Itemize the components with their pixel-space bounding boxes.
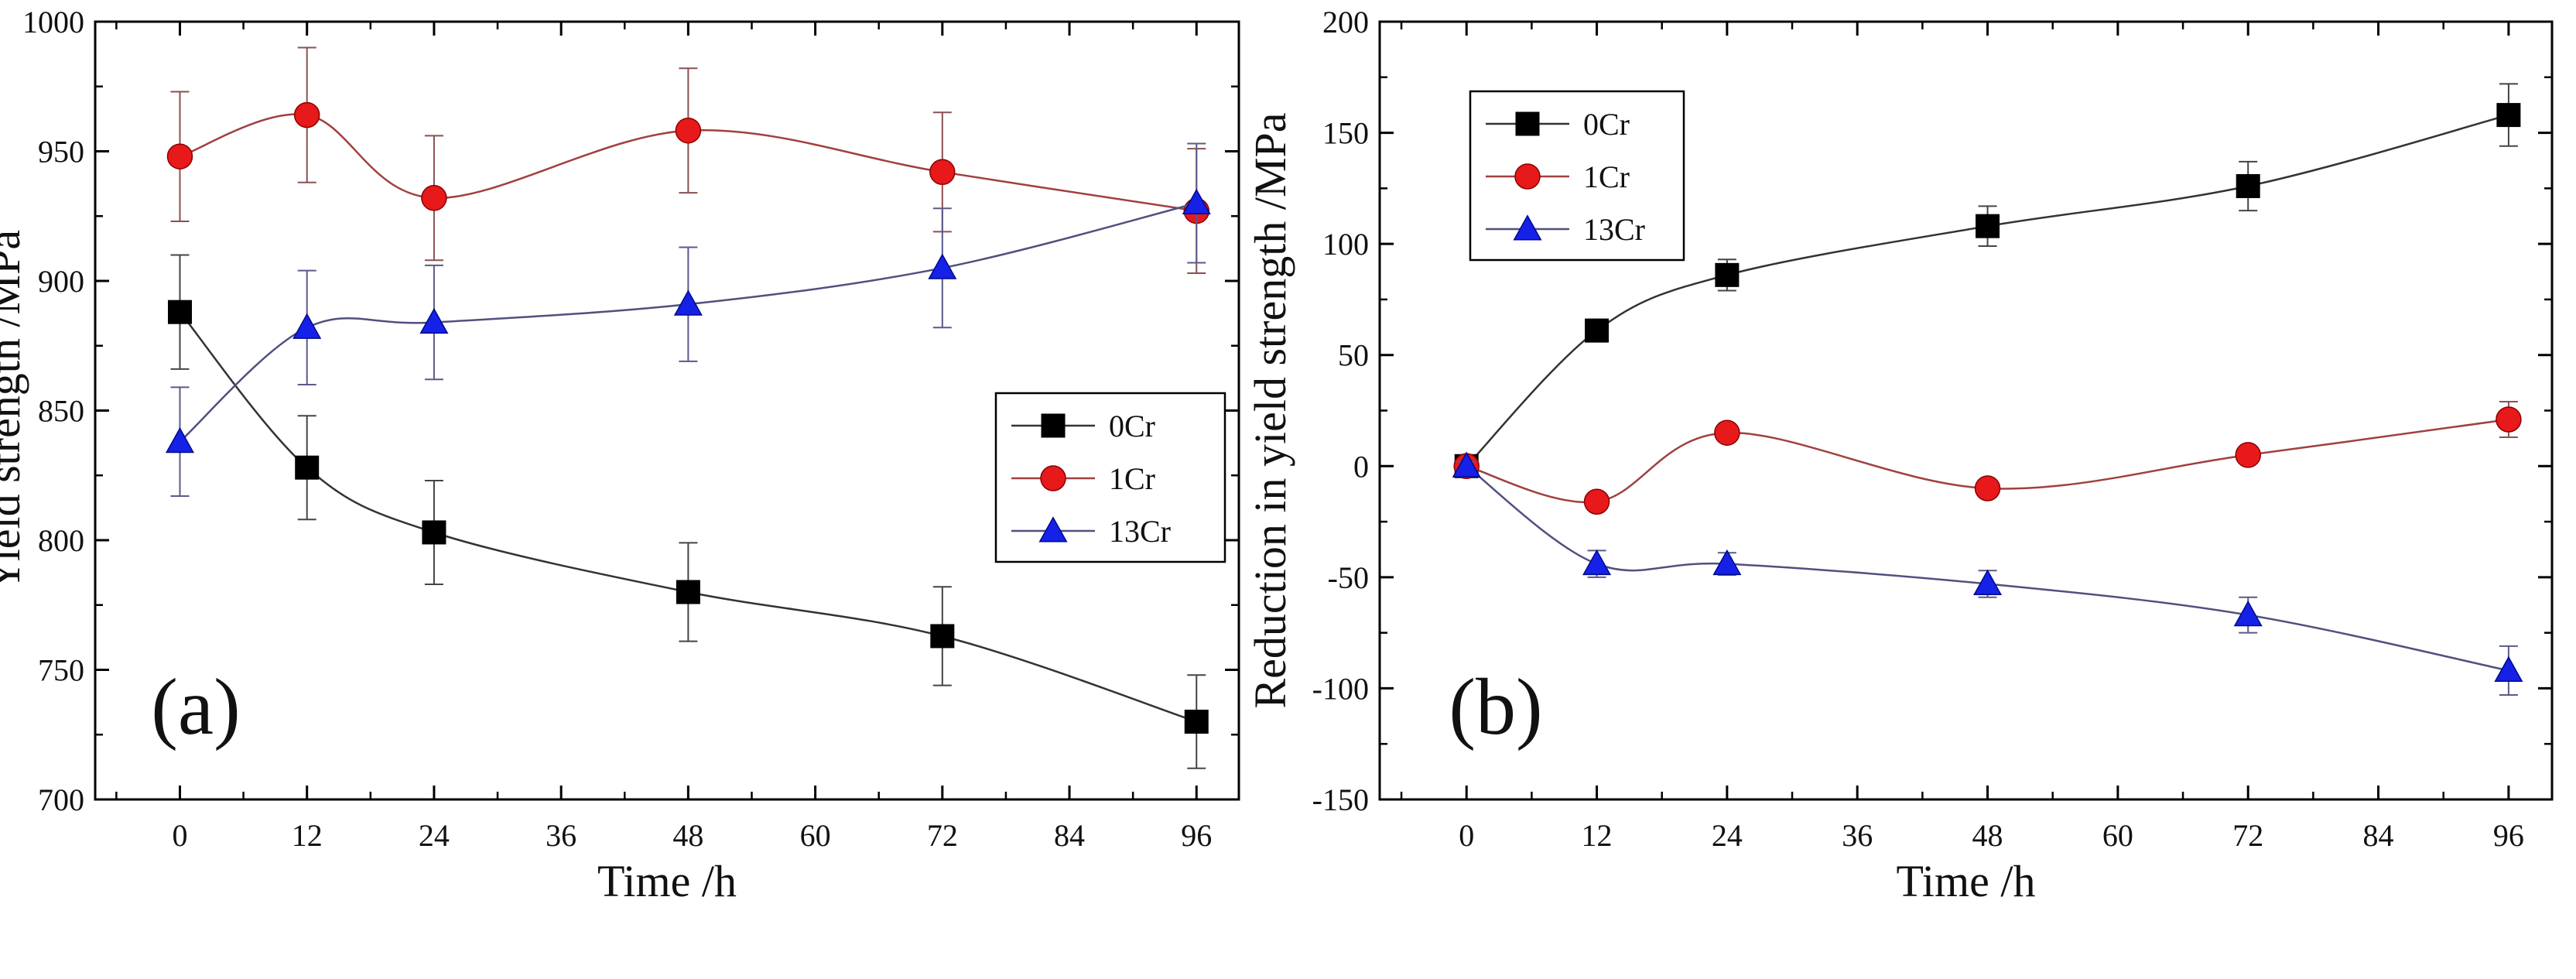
legend-label-1Cr: 1Cr: [1109, 461, 1155, 496]
x-tick-label: 48: [672, 818, 703, 853]
x-axis-label: Time /h: [597, 856, 737, 906]
data-point-1Cr: [675, 117, 702, 144]
data-point-1Cr: [1714, 419, 1740, 446]
data-point-13Cr: [165, 426, 195, 454]
y-tick-label: -150: [1312, 782, 1369, 817]
series-13Cr: [1452, 451, 2523, 697]
data-point-0Cr: [2496, 103, 2521, 128]
data-point-13Cr: [2494, 656, 2523, 683]
data-point-13Cr: [1452, 451, 1481, 478]
y-tick-label: 750: [38, 653, 84, 688]
legend-marker-13Cr: [1038, 516, 1068, 543]
x-tick-label: 96: [1181, 818, 1212, 853]
legend: 0Cr 1Cr 13Cr: [994, 392, 1226, 563]
data-point-13Cr: [1582, 549, 1612, 576]
x-tick-label: 84: [2363, 818, 2394, 853]
x-tick-label: 72: [927, 818, 958, 853]
y-tick-label: 700: [38, 782, 84, 817]
data-point-0Cr: [295, 455, 320, 480]
x-tick-label: 96: [2493, 818, 2524, 853]
legend-marker-0Cr: [1515, 111, 1540, 136]
legend-marker-13Cr: [1513, 214, 1542, 241]
y-tick-label: 150: [1322, 116, 1369, 151]
x-tick-label: 12: [1582, 818, 1613, 853]
series-0Cr: [167, 254, 1209, 769]
data-point-13Cr: [419, 307, 449, 334]
x-tick-label: 24: [1712, 818, 1743, 853]
legend: 0Cr 1Cr 13Cr: [1469, 90, 1685, 262]
x-tick-label: 12: [292, 818, 323, 853]
data-point-1Cr: [421, 185, 447, 211]
data-point-13Cr: [928, 253, 957, 279]
x-tick-label: 36: [1842, 818, 1873, 853]
legend-marker-1Cr: [1514, 163, 1541, 190]
data-point-1Cr: [293, 101, 320, 128]
y-tick-label: 200: [1322, 5, 1369, 39]
y-tick-label: 50: [1338, 338, 1369, 373]
legend-label-0Cr: 0Cr: [1109, 409, 1155, 443]
data-point-13Cr: [673, 289, 703, 316]
x-tick-label: 0: [172, 818, 187, 853]
y-axis-label: Reduction in yield strength /MPa: [1245, 112, 1295, 708]
data-point-1Cr: [2235, 442, 2261, 468]
data-point-13Cr: [1973, 569, 2003, 596]
y-tick-label: 0: [1353, 449, 1369, 484]
panel-label: (a): [151, 662, 240, 751]
legend-label-0Cr: 0Cr: [1583, 107, 1630, 142]
x-tick-label: 60: [800, 818, 831, 853]
data-point-13Cr: [2233, 600, 2263, 627]
data-point-0Cr: [1184, 710, 1209, 734]
y-axis-label: Yield strength /MPa: [0, 230, 29, 591]
series-13Cr: [165, 142, 1211, 498]
chart-panel-a: 0 12 24 36 48 60 72 84 96 700 750 800 850 900 950 1000 T…: [0, 5, 1240, 906]
data-point-0Cr: [422, 520, 446, 545]
data-point-13Cr: [1182, 188, 1211, 215]
y-tick-label: 1000: [22, 5, 84, 39]
x-tick-label: 48: [1972, 818, 2003, 853]
data-point-0Cr: [1585, 318, 1610, 343]
chart-panel-b: 0 12 24 36 48 60 72 84 96 -150 -100 -50 0 50 100 150 200…: [1245, 5, 2554, 906]
data-point-0Cr: [167, 300, 192, 324]
y-tick-label: 100: [1322, 227, 1369, 262]
data-point-1Cr: [1974, 475, 2001, 501]
x-axis-label: Time /h: [1897, 856, 2036, 906]
data-point-13Cr: [292, 313, 322, 339]
y-tick-label: -50: [1328, 560, 1369, 595]
series-1Cr: [166, 46, 1210, 274]
x-tick-label: 0: [1459, 818, 1474, 853]
data-point-13Cr: [1712, 549, 1742, 576]
legend-label-1Cr: 1Cr: [1583, 159, 1630, 194]
data-point-0Cr: [1976, 214, 2000, 238]
data-point-0Cr: [676, 580, 700, 604]
data-point-1Cr: [2496, 406, 2522, 433]
legend-label-13Cr: 13Cr: [1109, 514, 1171, 549]
data-point-0Cr: [1715, 262, 1740, 287]
y-tick-label: 950: [38, 135, 84, 169]
data-point-1Cr: [929, 159, 956, 186]
x-tick-label: 60: [2102, 818, 2133, 853]
x-tick-label: 24: [419, 818, 450, 853]
y-tick-label: 850: [38, 394, 84, 429]
panel-label: (b): [1449, 662, 1542, 751]
legend-label-13Cr: 13Cr: [1583, 212, 1645, 247]
x-tick-label: 72: [2232, 818, 2263, 853]
x-tick-label: 36: [546, 818, 576, 853]
y-tick-label: 800: [38, 523, 84, 558]
y-tick-label: 900: [38, 264, 84, 299]
legend-marker-0Cr: [1041, 413, 1066, 438]
data-point-0Cr: [2236, 173, 2260, 198]
series-line-0Cr: [179, 311, 1197, 723]
data-point-1Cr: [1583, 488, 1610, 515]
series-1Cr: [1453, 401, 2522, 515]
legend-marker-1Cr: [1040, 465, 1066, 491]
x-tick-label: 84: [1054, 818, 1085, 853]
data-point-0Cr: [930, 624, 955, 649]
data-point-1Cr: [166, 143, 193, 169]
y-tick-label: -100: [1312, 671, 1369, 706]
